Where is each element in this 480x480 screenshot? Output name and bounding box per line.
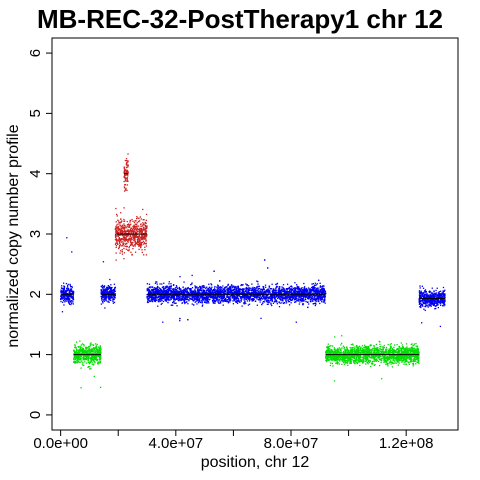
x-axis-label: position, chr 12 [200, 454, 310, 471]
y-tick-label: 1 [27, 350, 44, 358]
x-tick-label: 8.0e+07 [264, 435, 319, 452]
y-tick-label: 0 [27, 411, 44, 419]
chart-title: MB-REC-32-PostTherapy1 chr 12 [37, 4, 443, 34]
y-tick-label: 6 [27, 49, 44, 57]
plot-frame [51, 37, 459, 431]
x-tick-label: 1.2e+08 [379, 435, 434, 452]
probe-points [60, 153, 446, 389]
x-tick-label: 0.0e+00 [33, 435, 88, 452]
x-tick-label: 4.0e+07 [148, 435, 203, 452]
y-axis-label: normalized copy number profile [5, 124, 22, 348]
y-tick-label: 5 [27, 109, 44, 117]
y-tick-label: 4 [27, 170, 44, 178]
y-tick-label: 2 [27, 290, 44, 298]
y-tick-label: 3 [27, 230, 44, 238]
